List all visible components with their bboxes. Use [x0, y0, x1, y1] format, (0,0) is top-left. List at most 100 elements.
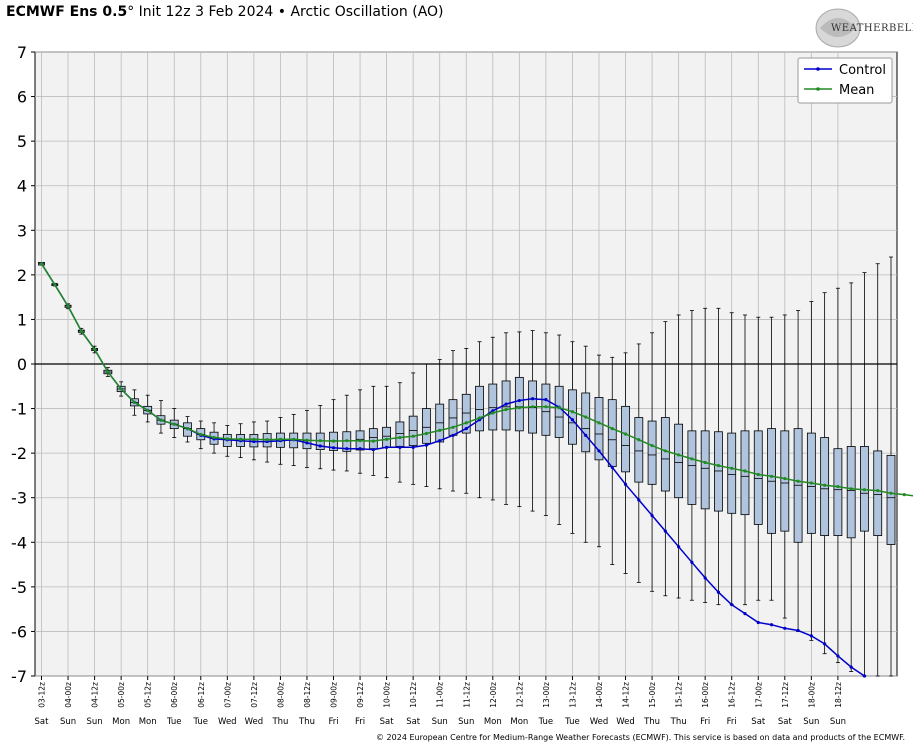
x-tick-label: 04-12z — [91, 682, 100, 708]
x-day-label: Sat — [380, 717, 395, 727]
x-tick-label: 18-12z — [834, 682, 843, 708]
series-point-mean — [159, 418, 163, 422]
series-point-mean — [371, 439, 375, 443]
y-tick-label: -1 — [11, 400, 27, 419]
box-plot — [621, 352, 630, 574]
x-tick-label: 16-00z — [701, 682, 710, 708]
box-plot — [767, 316, 776, 601]
x-day-label: Wed — [218, 717, 237, 727]
series-point-control — [371, 447, 375, 452]
x-tick-label: 07-00z — [223, 682, 232, 708]
series-point-mean — [438, 428, 442, 433]
series-point-control — [544, 398, 548, 402]
series-point-mean — [132, 400, 137, 404]
series-point-mean — [690, 457, 694, 461]
series-point-control — [531, 397, 535, 401]
series-point-control — [331, 446, 336, 450]
x-tick-label: 04-00z — [64, 682, 73, 708]
x-day-label: Fri — [328, 717, 338, 727]
series-point-control — [385, 445, 389, 449]
x-day-label: Thu — [643, 717, 660, 727]
series-point-mean — [318, 439, 322, 443]
series-point-control — [623, 482, 628, 486]
box-plot — [541, 332, 551, 516]
series-point-control — [836, 654, 840, 658]
box-plot — [780, 314, 790, 619]
series-point-mean — [464, 421, 468, 425]
series-point-control — [809, 634, 813, 638]
series-point-mean — [305, 438, 309, 442]
series-point-mean — [278, 437, 283, 441]
series-point-control — [424, 443, 429, 447]
x-day-label: Sat — [35, 717, 50, 727]
x-tick-label: 05-12z — [144, 682, 153, 708]
box-iqr — [581, 392, 591, 453]
box-iqr — [594, 397, 604, 461]
box-iqr — [700, 430, 710, 510]
series-point-mean — [106, 370, 110, 374]
y-tick-label: 4 — [17, 177, 27, 196]
box-plot — [581, 345, 591, 543]
series-point-control — [716, 590, 721, 594]
x-tick-label: 10-00z — [383, 682, 392, 708]
series-point-mean — [212, 435, 216, 440]
x-day-label: Wed — [590, 717, 609, 727]
series-point-mean — [199, 432, 203, 437]
legend-control-label: Control — [839, 63, 886, 78]
series-point-control — [451, 433, 455, 437]
series-point-control — [796, 628, 800, 633]
series-point-mean — [769, 474, 774, 478]
box-plot — [422, 363, 431, 487]
series-point-mean — [292, 437, 296, 441]
series-point-control — [663, 529, 667, 533]
series-point-control — [650, 513, 654, 518]
x-day-label: Fri — [727, 717, 737, 727]
weatherbell-logo — [815, 8, 861, 48]
series-point-mean — [650, 443, 654, 448]
series-point-mean — [623, 432, 628, 436]
x-tick-label: 12-00z — [489, 682, 498, 708]
x-axis: 03-12z Sat 04-00z Sun 04-12z Sun 05-00z Mon 05-1… — [35, 676, 846, 727]
series-point-control — [345, 447, 349, 451]
x-tick-label: 06-12z — [197, 682, 206, 708]
series-point-mean — [716, 464, 721, 468]
x-tick-label: 05-00z — [117, 682, 126, 708]
series-point-mean — [92, 347, 97, 351]
x-tick-label: 11-12z — [462, 682, 471, 708]
x-day-label: Tue — [193, 717, 209, 727]
x-tick-label: 11-00z — [436, 682, 445, 708]
box-plot — [793, 310, 803, 632]
box-iqr — [846, 446, 856, 539]
x-day-label: Thu — [670, 717, 687, 727]
x-day-label: Fri — [355, 717, 365, 727]
box-plot — [382, 385, 392, 479]
x-day-label: Sun — [803, 717, 819, 727]
box-iqr — [740, 430, 750, 516]
series-point-control — [823, 642, 827, 646]
series-point-mean — [557, 406, 561, 410]
x-day-label: Sun — [830, 717, 846, 727]
series-point-mean — [584, 415, 588, 419]
series-point-mean — [225, 437, 229, 441]
y-tick-label: -6 — [11, 622, 27, 641]
x-tick-label: 12-12z — [515, 682, 524, 708]
series-point-control — [597, 449, 601, 453]
x-tick-label: 13-00z — [542, 682, 551, 708]
series-point-control — [491, 409, 495, 413]
x-day-label: Mon — [139, 717, 157, 727]
box-iqr — [554, 385, 564, 438]
box-iqr — [408, 415, 418, 446]
series-point-control — [411, 445, 415, 449]
y-tick-label: 0 — [17, 355, 27, 374]
box-iqr — [621, 405, 630, 473]
box-plot — [448, 350, 458, 492]
y-tick-label: -4 — [11, 533, 27, 552]
series-point-control — [849, 665, 853, 669]
box-iqr — [660, 417, 670, 492]
series-point-control — [464, 427, 468, 431]
box-plot — [660, 321, 670, 597]
box-plot — [700, 307, 710, 603]
series-point-mean — [730, 466, 734, 470]
box-iqr — [886, 454, 896, 545]
box-iqr — [395, 421, 405, 447]
